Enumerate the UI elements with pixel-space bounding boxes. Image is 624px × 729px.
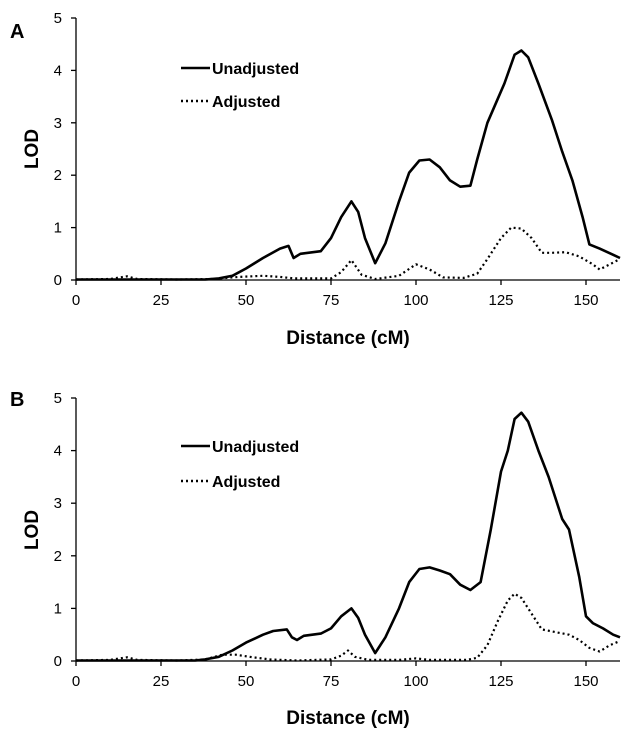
series-line-unadjusted-b (76, 411, 621, 662)
legend-adjusted-label-b: Adjusted (212, 474, 280, 491)
x-tick-label-a: 50 (238, 292, 255, 309)
y-tick-label-b: 0 (54, 653, 62, 670)
y-ticks-a: 0 1 2 3 4 5 (54, 10, 76, 289)
x-tick-label-a: 125 (488, 292, 513, 309)
y-ticks-b: 0 1 2 3 4 5 (54, 390, 76, 670)
x-tick-label-b: 75 (323, 673, 340, 690)
y-tick-label-b: 1 (54, 600, 62, 617)
legend-adjusted-label-a: Adjusted (212, 94, 280, 111)
y-tick-label-a: 1 (54, 220, 62, 237)
x-tick-label-b: 100 (403, 673, 428, 690)
series-line-adjusted-a (75, 226, 621, 281)
panel-letter-a: A (10, 21, 24, 43)
x-tick-label-b: 0 (72, 673, 80, 690)
legend-b: Unadjusted Adjusted (181, 439, 299, 491)
x-axis-title-a: Distance (cM) (286, 328, 410, 349)
series-line-unadjusted-a (76, 49, 621, 281)
series-line-adjusted-b (75, 592, 621, 662)
x-tick-label-a: 150 (573, 292, 598, 309)
x-axis-title-b: Distance (cM) (286, 708, 410, 729)
y-axis-title-a: LOD (22, 129, 43, 169)
legend-a: Unadjusted Adjusted (181, 61, 299, 111)
legend-unadjusted-label-a: Unadjusted (212, 61, 299, 78)
y-axis-title-b: LOD (22, 510, 43, 550)
x-tick-label-b: 25 (153, 673, 170, 690)
x-tick-label-a: 100 (403, 292, 428, 309)
x-ticks-a: 0 25 50 75 100 125 150 (72, 280, 599, 309)
plot-lines-a (75, 49, 621, 281)
x-tick-label-b: 50 (238, 673, 255, 690)
y-tick-label-b: 5 (54, 390, 62, 407)
y-tick-label-b: 4 (54, 443, 62, 460)
y-tick-label-a: 3 (54, 115, 62, 132)
plot-lines-b (75, 411, 621, 662)
panel-letter-b: B (10, 389, 24, 411)
x-tick-label-a: 75 (323, 292, 340, 309)
y-tick-label-b: 3 (54, 495, 62, 512)
x-tick-label-b: 125 (488, 673, 513, 690)
y-tick-label-b: 2 (54, 548, 62, 565)
legend-unadjusted-label-b: Unadjusted (212, 439, 299, 456)
x-ticks-b: 0 25 50 75 100 125 150 (72, 661, 599, 690)
y-tick-label-a: 0 (54, 272, 62, 289)
x-tick-label-b: 150 (573, 673, 598, 690)
y-tick-label-a: 5 (54, 10, 62, 27)
y-tick-label-a: 2 (54, 167, 62, 184)
y-tick-label-a: 4 (54, 62, 62, 79)
x-tick-label-a: 0 (72, 292, 80, 309)
x-tick-label-a: 25 (153, 292, 170, 309)
